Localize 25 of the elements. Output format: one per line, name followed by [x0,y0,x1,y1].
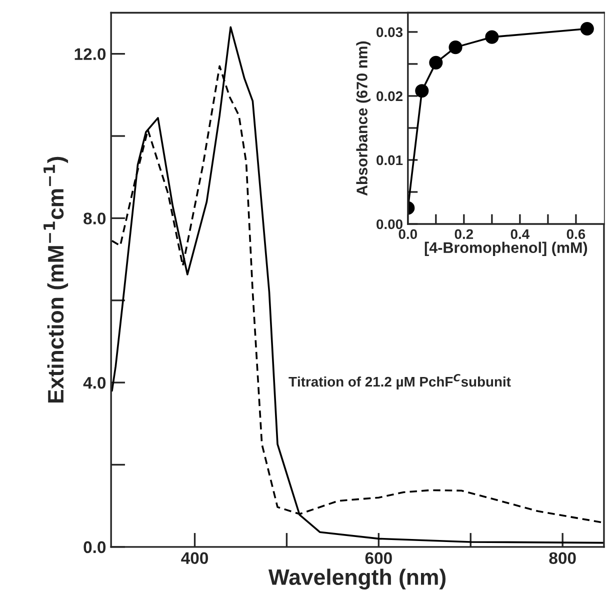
x-tick-label: 600 [365,552,392,564]
y-tick-label: 0.00 [376,219,402,230]
x-tick-label: 0.6 [566,229,586,240]
x-tick-label: 0.2 [454,229,474,240]
y-tick-label: 4.0 [83,376,106,389]
y-axis-title: Extinction (mM$^{−1}$cm$^{−1}$) [44,156,68,402]
point [429,56,443,70]
y-tick-label: 8.0 [84,212,106,224]
y-tick-label: 0.02 [376,91,402,102]
x-tick-label: 0.4 [510,229,530,240]
x-axis-title: [4-Bromophenol] (mM) [424,242,588,256]
point [580,22,594,36]
annotation: Titration of 21.2 µM PchF$^{C}$subunit [288,374,511,390]
point [415,84,429,98]
y-tick-label: 0.0 [84,541,106,554]
point [485,30,499,44]
x-tick-label: 400 [181,552,208,564]
point [448,40,462,54]
x-tick-label: 800 [549,552,576,564]
x-axis-title: Wavelength (nm) [268,568,446,590]
x-tick-label: 0.0 [398,229,417,240]
y-tick-label: 0.03 [376,27,403,38]
y-tick-label: 0.01 [376,155,403,166]
y-tick-label: 12.0 [74,48,106,60]
y-axis-title: Absorbance (670 nm) [356,41,370,196]
